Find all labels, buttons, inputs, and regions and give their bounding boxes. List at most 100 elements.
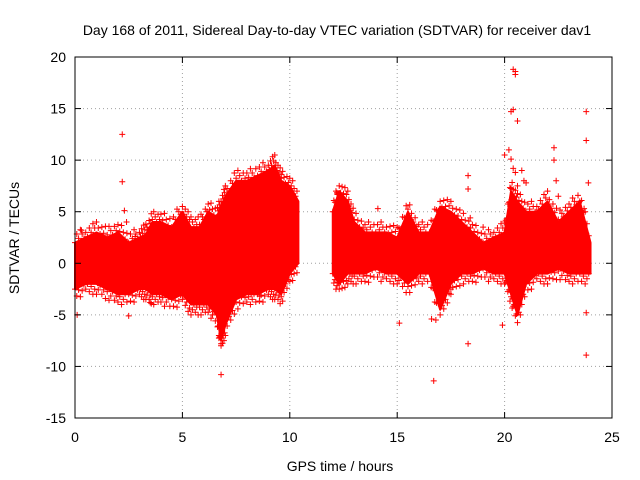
x-tick-label: 10 [282,429,298,445]
data-band-2-edge-marker [532,272,539,279]
data-band-1-edge-marker [202,206,209,213]
data-band-2-edge-marker [378,219,385,226]
data-band-2-edge-marker [350,205,357,212]
data-band-1-edge-marker [243,298,250,305]
data-band-2-edge-marker [530,279,537,286]
data-band-1-edge-marker [289,177,296,184]
data-band-1-edge-marker [80,235,87,242]
data-point [583,108,590,115]
data-band-2-edge-marker [438,204,445,211]
data-band-1-edge-marker [159,294,166,301]
data-point [119,131,126,138]
data-band-1-edge-marker [107,292,114,299]
data-band-2-edge-marker [417,273,424,280]
data-band-2-edge-marker [387,223,394,230]
data-point [218,371,225,378]
data-point [121,207,128,214]
data-point [465,172,472,179]
data-band-2-edge-marker [381,269,388,276]
data-point [147,299,154,306]
data-band-2-edge-marker [535,270,542,277]
data-band-1-edge-marker [293,269,300,276]
data-band-2-edge-marker [474,273,481,280]
data-band-2-edge-marker [397,274,404,281]
data-band-1-edge-marker [217,205,224,212]
data-band-1-edge-marker [136,229,143,236]
x-tick-label: 0 [71,429,79,445]
data-band-1-edge-marker [282,180,289,187]
data-point [505,146,512,153]
data-band-1-edge-marker [174,304,181,311]
data-band-2-edge-marker [580,273,587,280]
data-band-1-edge-marker [114,298,121,305]
data-band-2-edge-marker [456,282,463,289]
data-band-1-edge-marker [179,203,186,210]
data-band-2-edge-marker [440,197,447,204]
data-band-1-edge-marker [273,287,280,294]
data-band-1-edge-marker [254,172,261,179]
data-band-2-edge-marker [524,286,531,293]
data-band-1-edge-marker [281,174,288,181]
data-band-2-edge-marker [395,277,402,284]
data-point [132,233,139,240]
data-band-2-edge-marker [523,208,530,215]
data-band-2-edge-marker [408,282,415,289]
data-band-2-edge-marker [385,270,392,277]
data-band-2-edge-marker [415,278,422,285]
y-tick-label: 5 [58,204,66,220]
data-band-1-edge-marker [225,313,232,320]
data-band-2-edge-marker [558,210,565,217]
data-band-2-edge-marker [517,191,524,198]
data-band-1-edge-marker [170,303,177,310]
data-band-1-edge-marker [292,193,299,200]
data-band-2-edge-marker [562,204,569,211]
data-band-2-edge-marker [548,205,555,212]
data-band-2-edge-marker [383,275,390,282]
data-band-1-edge-marker [208,200,215,207]
data-band-1-edge-marker [127,298,134,305]
data-point [553,177,560,184]
data-band-2-edge-marker [462,275,469,282]
data-point [512,169,519,176]
data-band-2-edge-marker [435,300,442,307]
data-point [581,205,588,212]
data-band-2-edge-marker [472,222,479,229]
data-band-1-edge-marker [150,301,157,308]
data-band-2-edge-marker [512,187,519,194]
data-band-1-edge-marker [218,201,225,208]
data-band-1-edge-marker [249,170,256,177]
data-band-2-edge-marker [548,268,555,275]
data-band-2-edge-marker [469,221,476,228]
data-point [514,296,521,303]
data-band-2-edge-marker [583,275,590,282]
data-band-2-edge-marker [376,226,383,233]
data-band-1-edge-marker [123,230,130,237]
data-band-2-edge-marker [487,231,494,238]
data-band-2-edge-marker [490,229,497,236]
data-point [447,286,454,293]
data-band-2-edge-marker [464,270,471,277]
data-band-1-edge-marker [198,311,205,318]
data-band-1-edge-marker [163,216,170,223]
data-band-1-edge-marker [125,291,132,298]
data-band-2-edge-marker [569,194,576,201]
data-band-1-edge-marker [123,298,130,305]
data-band-1-edge-marker [288,182,295,189]
data-point [248,291,255,298]
data-point [583,352,590,359]
data-band-1-edge-marker [185,208,192,215]
data-band-2-edge-marker [361,278,368,285]
data-band-1-edge-marker [77,226,84,233]
data-band-1-edge-marker [153,291,160,298]
data-band-1-edge-marker [93,219,100,226]
y-tick-label: 20 [50,49,66,65]
data-band-2-edge-marker [374,221,381,228]
y-tick-label: 0 [58,255,66,271]
data-band-1-edge-marker [157,211,164,218]
data-band-2-edge-marker [506,298,513,305]
data-band-1-edge-marker [116,293,123,300]
data-point [499,322,506,329]
data-point [119,178,126,185]
data-band-2-edge-marker [582,208,589,215]
data-band-2-edge-marker [392,228,399,235]
